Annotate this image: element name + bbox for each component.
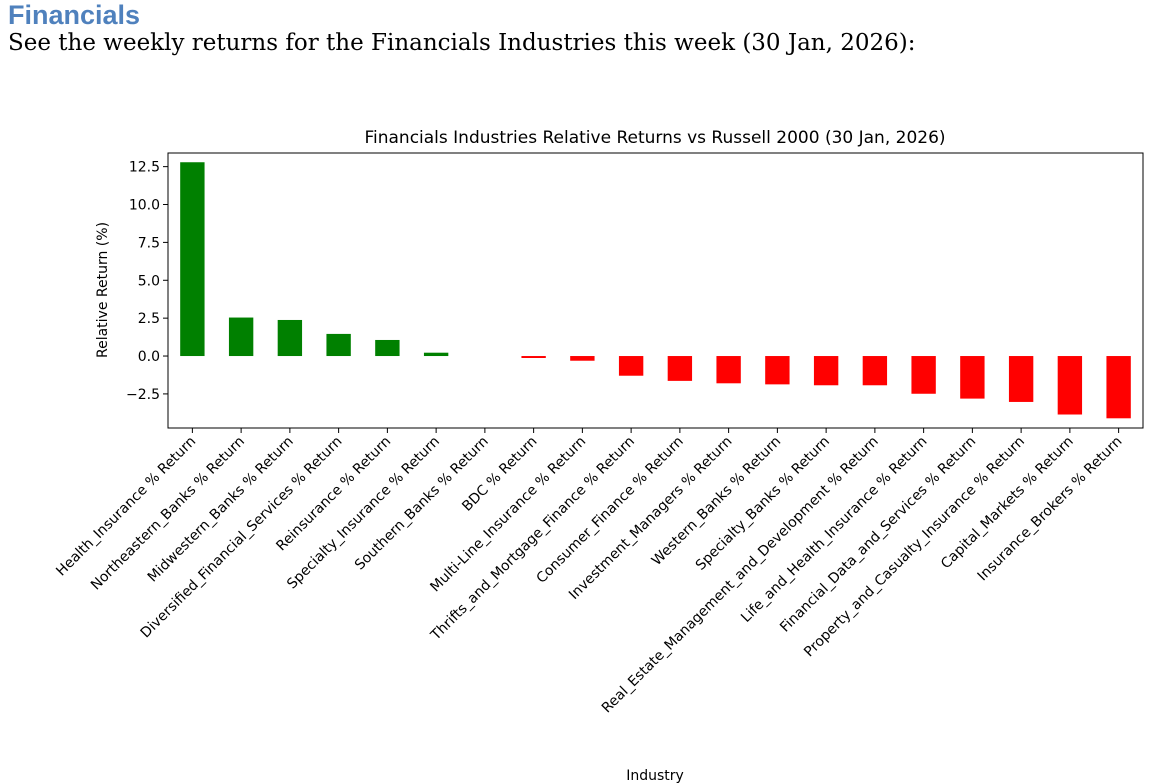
x-axis-label: Industry <box>626 768 684 784</box>
y-tick-label: 10.0 <box>129 198 160 214</box>
bar <box>277 319 303 357</box>
bar <box>180 162 205 357</box>
y-tick-label: 7.5 <box>138 235 160 251</box>
x-tick-label: Life_and_Health_Insurance % Return <box>738 434 930 626</box>
y-axis-label: Relative Return (%) <box>95 222 111 358</box>
y-tick-label: 5.0 <box>138 273 160 289</box>
bar <box>618 356 644 376</box>
bar <box>911 356 936 394</box>
intro-text: See the weekly returns for the Financial… <box>8 30 916 56</box>
y-tick-label: −2.5 <box>126 387 160 403</box>
bar <box>813 356 839 386</box>
bar <box>1057 356 1083 415</box>
y-tick-label: 0.0 <box>138 349 160 365</box>
y-tick-label: 12.5 <box>129 160 160 176</box>
bar <box>521 356 546 358</box>
bar <box>375 339 400 357</box>
bar <box>765 356 790 385</box>
bar <box>960 356 985 399</box>
plot-frame <box>167 152 1144 429</box>
bar <box>423 352 449 357</box>
bar <box>716 356 741 384</box>
bar <box>326 333 351 357</box>
section-heading: Financials <box>8 0 141 30</box>
chart-title: Financials Industries Relative Returns v… <box>364 128 945 148</box>
bar <box>570 356 595 361</box>
bar <box>862 356 888 386</box>
bar <box>1008 356 1034 402</box>
bar <box>228 317 254 357</box>
y-tick-label: 2.5 <box>138 311 160 327</box>
bar <box>1106 356 1131 419</box>
bar <box>667 356 693 381</box>
